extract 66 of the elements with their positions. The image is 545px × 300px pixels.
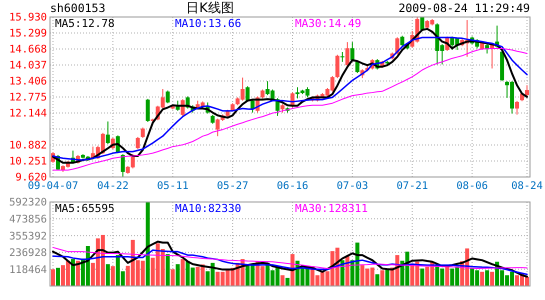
bar xyxy=(280,275,285,286)
candlestick xyxy=(340,51,344,62)
chart-title: 日K线图 xyxy=(186,1,234,16)
x-tick-label: 08-24 xyxy=(511,180,543,192)
bar xyxy=(56,268,60,286)
bar xyxy=(170,269,175,286)
text: MA30:14.49 xyxy=(295,17,362,30)
y-tick-label: 13.406 xyxy=(9,76,47,88)
candlestick xyxy=(106,120,110,145)
text: MA10:13.66 xyxy=(175,17,242,30)
bar xyxy=(110,266,115,286)
candlestick xyxy=(515,100,520,116)
text: sh600153 xyxy=(50,1,106,15)
candlestick xyxy=(525,84,529,97)
bar xyxy=(485,270,490,286)
x-tick-label: 04-22 xyxy=(97,180,129,192)
y-tick-label: 14.037 xyxy=(9,60,47,72)
text: MA30:128311 xyxy=(295,202,368,215)
text: 2009-08-24 11:29:49 xyxy=(398,1,530,15)
y-tick-label: 15.299 xyxy=(9,28,47,40)
candlestick xyxy=(400,35,404,47)
bar xyxy=(176,264,180,286)
x-tick-label: 08-06 xyxy=(456,180,488,192)
bar xyxy=(480,272,484,286)
bar xyxy=(380,270,384,286)
x-tick-label: 05-11 xyxy=(156,180,189,192)
y-tick-label: 15.930 xyxy=(9,12,47,24)
text: MA10:82330 xyxy=(175,202,242,215)
candlestick xyxy=(355,60,360,74)
candlestick xyxy=(485,44,490,54)
x-tick-label: 05-27 xyxy=(216,180,248,192)
x-tick-label: 07-21 xyxy=(396,180,428,192)
bar xyxy=(51,269,55,286)
candlestick xyxy=(335,54,340,79)
line-series xyxy=(52,240,528,278)
candlestick xyxy=(345,42,350,67)
candlestick xyxy=(146,98,150,122)
y-tick-label: 355392 xyxy=(9,230,47,242)
bar xyxy=(375,274,380,286)
x-tick-label: 06-16 xyxy=(276,180,308,192)
y-tick-label: 12.775 xyxy=(9,92,47,104)
bar xyxy=(420,268,424,286)
text: MA5:12.78 xyxy=(55,17,115,30)
y-tick-label: 118464 xyxy=(9,264,47,276)
candlestick xyxy=(140,127,145,138)
y-tick-label: 10.882 xyxy=(9,140,47,152)
y-tick-label: 592320 xyxy=(9,196,47,209)
bar xyxy=(70,259,75,286)
y-tick-label: 473856 xyxy=(9,213,47,226)
text: MA5:65595 xyxy=(55,202,115,215)
bar xyxy=(490,272,494,286)
bar xyxy=(286,278,290,286)
candlestick xyxy=(166,90,170,104)
x-tick-label: 07-03 xyxy=(336,180,368,192)
y-tick-label: 14.668 xyxy=(9,44,47,56)
y-tick-label: 236928 xyxy=(9,247,47,260)
candlestick xyxy=(120,154,125,178)
bar xyxy=(385,269,390,286)
line-series xyxy=(52,246,528,270)
y-tick-label: 12.144 xyxy=(9,108,47,120)
bar xyxy=(180,259,185,286)
y-tick-label: 10.251 xyxy=(9,156,47,168)
candlestick xyxy=(136,136,140,150)
bar xyxy=(166,254,170,286)
bar xyxy=(146,202,150,286)
bar xyxy=(106,264,110,286)
